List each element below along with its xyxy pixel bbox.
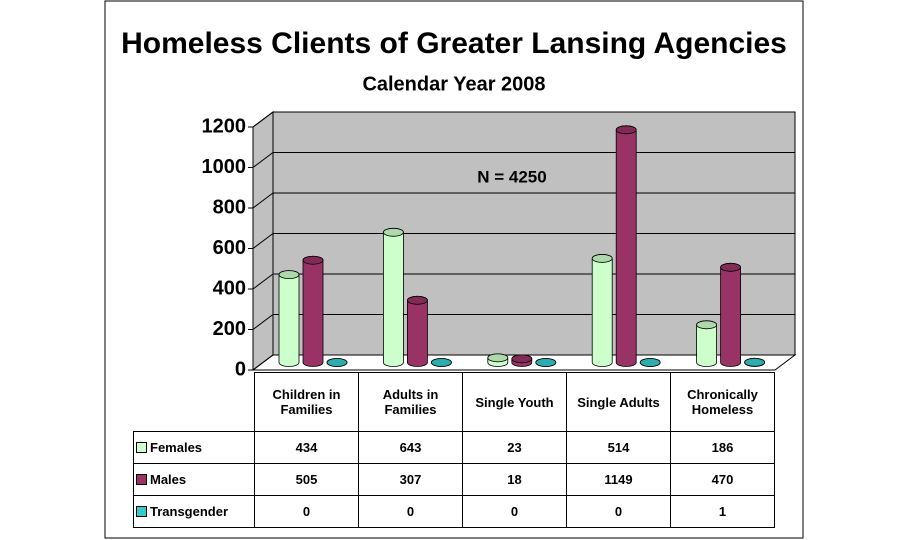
bar-top <box>639 358 661 367</box>
legend-label: Females <box>150 440 203 455</box>
table-value: 1 <box>670 495 775 528</box>
series-row: Males 505 307 18 1149 470 <box>133 463 775 496</box>
table-value: 0 <box>462 495 567 528</box>
table-value: 0 <box>566 495 671 528</box>
series-row: Females 434 643 23 514 186 <box>133 431 775 464</box>
table-value: 505 <box>254 463 359 496</box>
category-label: Single Youth <box>462 372 567 432</box>
category-label: Chronically Homeless <box>670 372 775 432</box>
table-value: 186 <box>670 431 775 464</box>
bar-top <box>591 254 613 263</box>
bar-top <box>326 358 348 367</box>
legend-label: Transgender <box>150 504 229 519</box>
annotation: N = 4250 <box>477 167 546 186</box>
table-value: 514 <box>566 431 671 464</box>
legend-cell: Males <box>133 463 255 496</box>
table-value: 470 <box>670 463 775 496</box>
bar <box>615 125 637 367</box>
bar-top <box>535 358 557 367</box>
y-tick-label: 0 <box>235 358 246 380</box>
category-label: Children in Families <box>254 372 359 432</box>
table-value: 643 <box>358 431 463 464</box>
table-value: 307 <box>358 463 463 496</box>
bar <box>591 254 613 367</box>
y-tick-label: 600 <box>213 237 246 259</box>
legend-cell: Females <box>133 431 255 464</box>
chart-subtitle: Calendar Year 2008 <box>362 73 545 95</box>
legend-cell: Transgender <box>133 495 255 528</box>
chart-title: Homeless Clients of Greater Lansing Agen… <box>121 27 787 60</box>
bar <box>407 295 428 367</box>
bar-top <box>511 354 533 364</box>
corner-cell <box>133 372 255 432</box>
table-value: 434 <box>254 431 359 464</box>
table-value: 1149 <box>566 463 671 496</box>
bar-top <box>615 125 637 135</box>
legend-swatch <box>136 474 147 485</box>
bar-top <box>382 227 404 237</box>
bar <box>302 255 324 367</box>
bar-top <box>696 320 717 330</box>
legend-swatch <box>136 506 147 517</box>
y-tick-label: 1000 <box>202 156 247 178</box>
table-value: 0 <box>254 495 359 528</box>
bar-top <box>302 255 324 265</box>
y-tick-label: 200 <box>213 318 246 340</box>
bar <box>720 262 741 367</box>
bar <box>278 270 300 367</box>
y-tick-label: 800 <box>213 196 246 218</box>
table-value: 18 <box>462 463 567 496</box>
chart-border <box>104 0 804 539</box>
plot-area: 0 200 400 600 800 1000 1200 N = 4250 <box>202 111 797 380</box>
bar-top <box>744 357 765 367</box>
y-tick-label: 400 <box>213 277 246 299</box>
bar-top <box>278 270 300 280</box>
table-value: 0 <box>358 495 463 528</box>
bar-top <box>487 353 509 363</box>
bar-top <box>406 295 428 305</box>
grid-line <box>252 111 795 128</box>
bar-top <box>430 358 452 367</box>
series-row: Transgender 0 0 0 0 1 <box>133 495 775 528</box>
header-row: Children in Families Adults in Families Si… <box>133 372 775 432</box>
bar-top <box>720 262 741 272</box>
legend-swatch <box>136 442 147 453</box>
data-table: Children in Families Adults in Families Si… <box>133 372 775 528</box>
category-label: Adults in Families <box>358 372 463 432</box>
table-value: 23 <box>462 431 567 464</box>
category-label: Single Adults <box>566 372 671 432</box>
y-tick-label: 1200 <box>202 115 247 137</box>
legend-label: Males <box>150 472 187 487</box>
bar <box>383 227 404 367</box>
